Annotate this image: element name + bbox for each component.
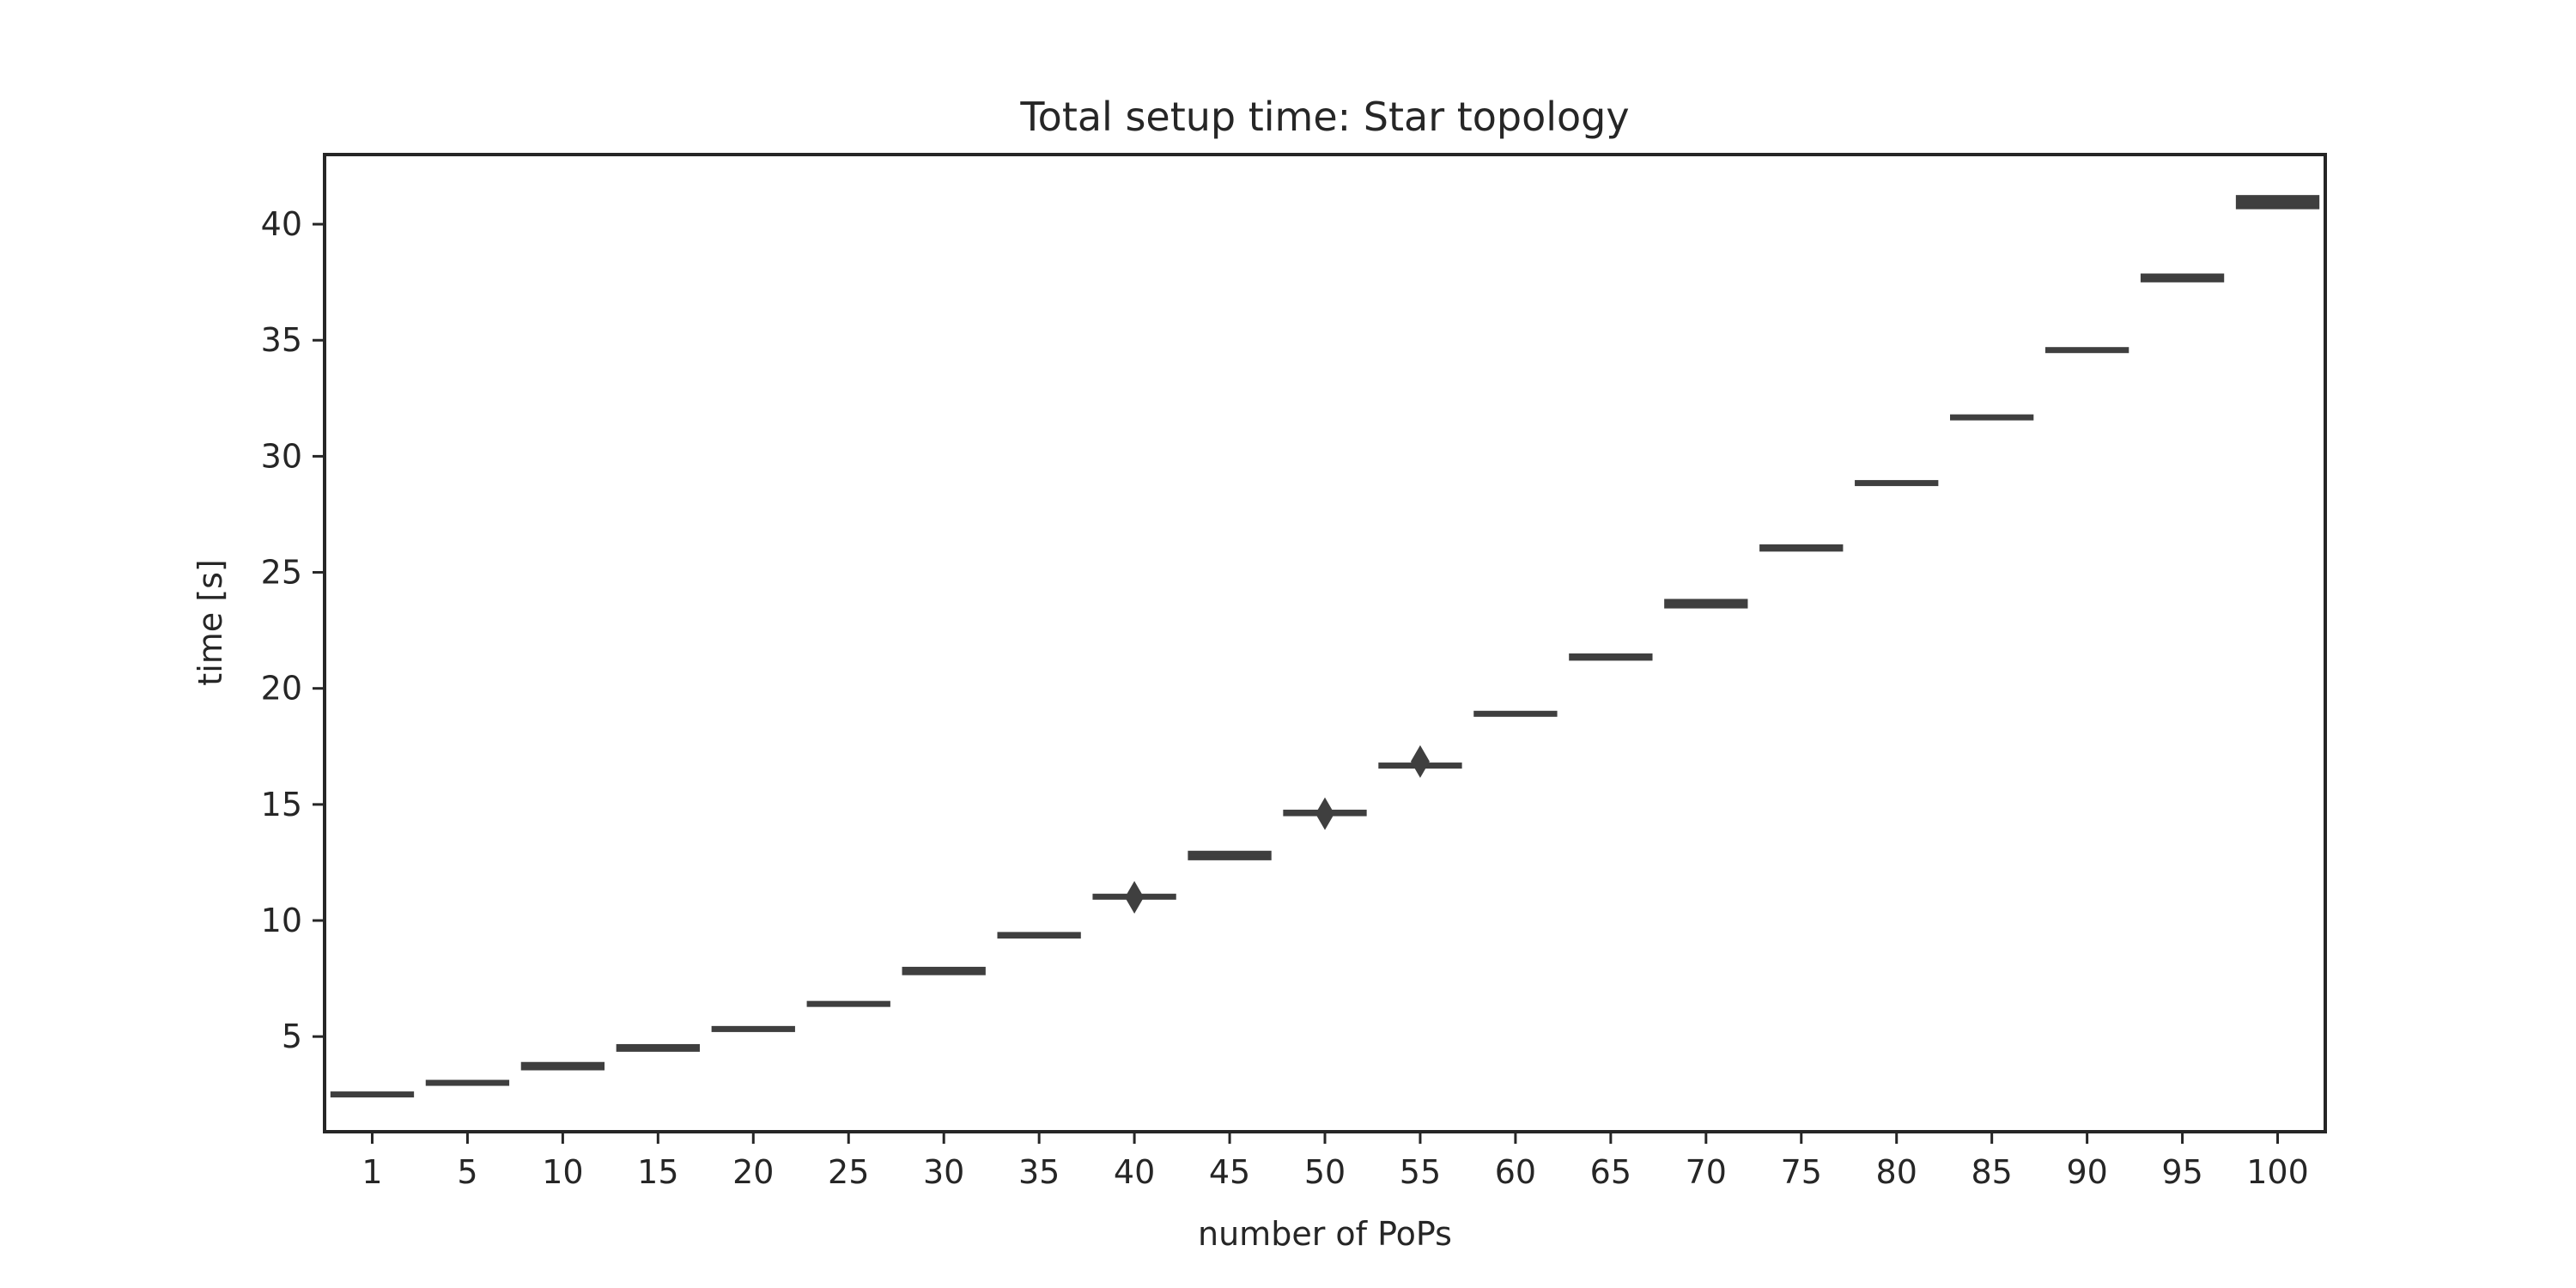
x-tick-label: 50 xyxy=(1304,1153,1346,1191)
x-axis-label: number of PoPs xyxy=(1198,1215,1452,1253)
x-tick-label: 90 xyxy=(2066,1153,2107,1191)
x-tick-label: 95 xyxy=(2161,1153,2202,1191)
x-tick-label: 5 xyxy=(457,1153,477,1191)
x-tick-label: 40 xyxy=(1114,1153,1155,1191)
plot-frame xyxy=(323,153,2327,1133)
x-tick-label: 80 xyxy=(1876,1153,1917,1191)
y-tick-label: 15 xyxy=(261,786,302,823)
x-tick-label: 75 xyxy=(1781,1153,1822,1191)
x-tick-label: 30 xyxy=(923,1153,964,1191)
x-tick-label: 25 xyxy=(828,1153,869,1191)
outlier-marker xyxy=(1410,744,1430,778)
outlier-marker xyxy=(1125,880,1145,914)
x-tick-label: 1 xyxy=(361,1153,382,1191)
x-tick-label: 100 xyxy=(2246,1153,2309,1191)
y-tick-label: 20 xyxy=(261,670,302,708)
x-tick-label: 45 xyxy=(1209,1153,1250,1191)
x-tick-label: 60 xyxy=(1495,1153,1536,1191)
x-tick-label: 55 xyxy=(1400,1153,1441,1191)
y-tick-label: 30 xyxy=(261,437,302,475)
y-axis-label: time [s] xyxy=(191,559,229,685)
y-axis-ticks: 5 10 15 20 25 30 35 40 xyxy=(261,205,325,1055)
y-tick-label: 35 xyxy=(261,321,302,359)
chart-title: Total setup time: Star topology xyxy=(1019,94,1629,140)
x-tick-label: 65 xyxy=(1590,1153,1631,1191)
x-tick-label: 15 xyxy=(637,1153,678,1191)
y-tick-label: 25 xyxy=(261,554,302,592)
y-tick-label: 10 xyxy=(261,902,302,939)
outlier-marker xyxy=(1315,797,1334,830)
x-tick-label: 70 xyxy=(1686,1153,1727,1191)
y-tick-label: 5 xyxy=(282,1018,302,1055)
x-tick-label: 20 xyxy=(732,1153,774,1191)
x-axis-ticks: 1 5 10 15 20 25 30 35 40 45 50 55 60 65 70 75 80 85 90 95 10… xyxy=(361,1132,2309,1191)
y-tick-label: 40 xyxy=(261,205,302,243)
x-tick-label: 35 xyxy=(1018,1153,1060,1191)
x-tick-label: 10 xyxy=(542,1153,583,1191)
x-tick-label: 85 xyxy=(1971,1153,2012,1191)
box-plot-series xyxy=(330,195,2320,1098)
